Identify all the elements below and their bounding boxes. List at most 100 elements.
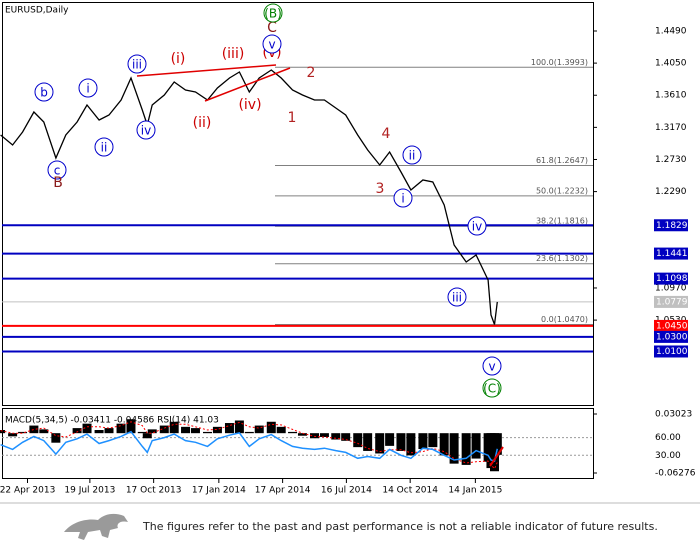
- macd-bar: [396, 433, 406, 451]
- x-tick-label: 14 Oct 2014: [382, 486, 438, 496]
- macd-bar: [439, 433, 449, 456]
- level-box: [654, 247, 688, 260]
- level-box: [654, 345, 688, 358]
- macd-bar: [331, 433, 341, 440]
- x-tick-label: 14 Jan 2015: [448, 486, 502, 496]
- wave-label: c: [54, 164, 61, 178]
- wave-circle: [447, 287, 467, 307]
- wave-label: C: [267, 20, 277, 36]
- wave-label: iii: [452, 291, 462, 305]
- wave-circle: [467, 216, 487, 236]
- macd-bar: [341, 433, 351, 441]
- wave-label: 4: [382, 126, 391, 142]
- wave-label: 3: [376, 181, 385, 197]
- y-tick-label: -0.06276: [655, 469, 696, 479]
- macd-bar: [254, 425, 264, 434]
- wave-label: i: [86, 82, 89, 96]
- wave-circle: [78, 78, 98, 98]
- wave-label: 2: [307, 65, 316, 81]
- macd-bar: [234, 420, 244, 434]
- background: [0, 0, 700, 500]
- wave-circle: [402, 145, 422, 165]
- macd-bar: [418, 433, 428, 450]
- wave-circle: [94, 137, 114, 157]
- fib-label: 61.8(1.2647): [536, 156, 588, 165]
- macd-bar: [51, 433, 61, 443]
- level-label: 1.0450: [656, 321, 688, 331]
- level-box: [654, 219, 688, 232]
- macd-bar: [82, 423, 92, 434]
- trend-line: [136, 64, 277, 77]
- macd-bar: [190, 428, 200, 434]
- macd-bar: [266, 421, 276, 434]
- wave-label: (C): [483, 382, 501, 396]
- level-box: [654, 330, 688, 343]
- x-tick-label: 19 Jul 2013: [64, 486, 115, 496]
- y-tick-label: 1.2730: [655, 155, 687, 165]
- macd-bar: [310, 433, 320, 439]
- wave-circle: [34, 82, 54, 102]
- price-line: [0, 69, 498, 325]
- wave-label: v: [488, 360, 495, 374]
- wave-label: v: [268, 38, 275, 52]
- wave-circle: [127, 54, 147, 74]
- x-tick-label: 17 Apr 2014: [255, 486, 311, 496]
- wave-circle: [263, 3, 283, 23]
- macd-bar: [276, 426, 286, 434]
- wave-label: B: [53, 175, 63, 191]
- level-label: 1.1441: [656, 249, 688, 259]
- wave-label: iii: [132, 58, 142, 72]
- wave-circle: [262, 34, 282, 54]
- macd-bar: [461, 433, 471, 465]
- wave-circle: [482, 356, 502, 376]
- fib-label: 0.0(1.0470): [541, 315, 588, 324]
- macd-bar: [375, 433, 385, 454]
- macd-bar: [8, 433, 18, 437]
- macd-bar: [297, 433, 307, 436]
- macd-bar: [72, 428, 82, 434]
- macd-bar: [406, 433, 416, 456]
- wave-circle: [393, 188, 413, 208]
- macd-bar: [0, 430, 6, 434]
- arrow-line: [489, 446, 504, 467]
- macd-bar: [104, 428, 114, 434]
- macd-bar: [288, 431, 298, 434]
- x-tick-label: 22 Apr 2013: [0, 486, 55, 496]
- macd-bar: [137, 431, 147, 434]
- wave-label: (ii): [193, 115, 212, 131]
- level-box: [654, 319, 688, 332]
- wave-label: (iv): [238, 97, 261, 113]
- y-tick-label: 0.03023: [655, 410, 692, 420]
- indicator-frame: [2, 408, 594, 479]
- y2-tick-label: 60.00: [655, 433, 681, 443]
- price-frame: [2, 2, 594, 406]
- x-tick-label: 17 Jan 2014: [192, 486, 246, 496]
- wave-label: b: [40, 86, 48, 100]
- wave-label: 1: [288, 110, 297, 126]
- macd-bar: [449, 433, 459, 464]
- wave-label: ii: [409, 149, 416, 163]
- level-label: 1.0779: [656, 297, 688, 307]
- chart-title: EURUSD,Daily: [5, 6, 69, 16]
- y-tick-label: 1.4490: [655, 26, 687, 36]
- fib-label: 50.0(1.2232): [536, 186, 588, 195]
- y-tick-label: 1.3610: [655, 91, 687, 101]
- wave-circle: [47, 160, 67, 180]
- x-tick-label: 17 Oct 2013: [126, 486, 182, 496]
- macd-bar: [142, 433, 152, 439]
- macd-bar: [224, 423, 234, 434]
- fib-label: 23.6(1.1302): [536, 254, 588, 263]
- rsi-line: [0, 430, 499, 463]
- indicator-title: MACD(5,34,5) -0.03411 -0.04586 RSI(14) 4…: [5, 416, 219, 426]
- level-label: 1.1829: [656, 221, 688, 231]
- wave-label: (i): [171, 51, 186, 67]
- macd-bar: [126, 419, 136, 434]
- macd-bar: [319, 433, 329, 437]
- level-label: 1.1098: [656, 274, 688, 284]
- macd-bar: [471, 433, 481, 459]
- macd-bar: [39, 429, 49, 434]
- wave-label: (B): [264, 7, 282, 21]
- y-tick-label: 1.0970: [655, 283, 687, 293]
- y-tick-label: 1.3170: [655, 123, 687, 133]
